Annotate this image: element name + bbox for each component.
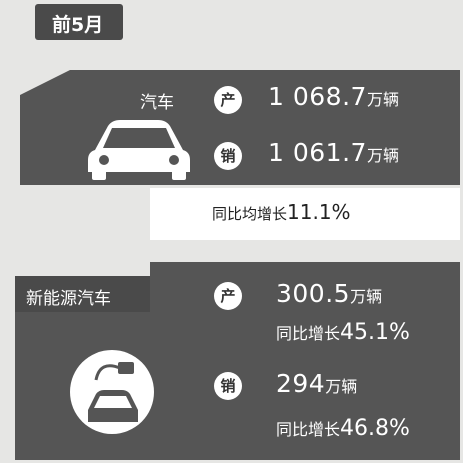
value: 1 068.7 — [268, 82, 367, 111]
value: 45.1% — [340, 320, 410, 345]
value: 1 061.7 — [268, 138, 367, 167]
value: 11.1% — [287, 200, 351, 224]
period-label: 前5月 — [52, 14, 104, 36]
ev-icon — [70, 350, 154, 434]
value: 294 — [276, 369, 326, 398]
value: 300.5 — [276, 279, 351, 308]
period-tab — [35, 4, 123, 40]
sales-icon: 销 — [214, 372, 242, 400]
unit: 万辆 — [350, 287, 383, 306]
growth-strip — [150, 188, 460, 240]
label: 同比增长 — [276, 324, 341, 343]
auto-sales: 1 061.7万辆 — [268, 138, 399, 167]
auto-growth: 同比均增长11.1% — [212, 200, 351, 224]
unit: 万辆 — [325, 377, 358, 396]
value: 46.8% — [340, 416, 410, 441]
label: 同比增长 — [276, 420, 341, 439]
nev-production-growth: 同比增长45.1% — [276, 320, 410, 345]
nev-label: 新能源汽车 — [26, 289, 111, 309]
production-icon: 产 — [214, 86, 242, 114]
label: 同比均增长 — [212, 205, 288, 223]
nev-sales-growth: 同比增长46.8% — [276, 416, 410, 441]
sales-icon: 销 — [214, 142, 242, 170]
nev-production: 300.5万辆 — [276, 279, 382, 308]
unit: 万辆 — [366, 90, 399, 109]
auto-production: 1 068.7万辆 — [268, 82, 399, 111]
car-icon — [88, 120, 190, 180]
auto-label: 汽车 — [140, 93, 174, 113]
nev-tab — [15, 276, 150, 312]
unit: 万辆 — [366, 146, 399, 165]
nev-sales: 294万辆 — [276, 369, 357, 398]
production-icon: 产 — [214, 282, 242, 310]
